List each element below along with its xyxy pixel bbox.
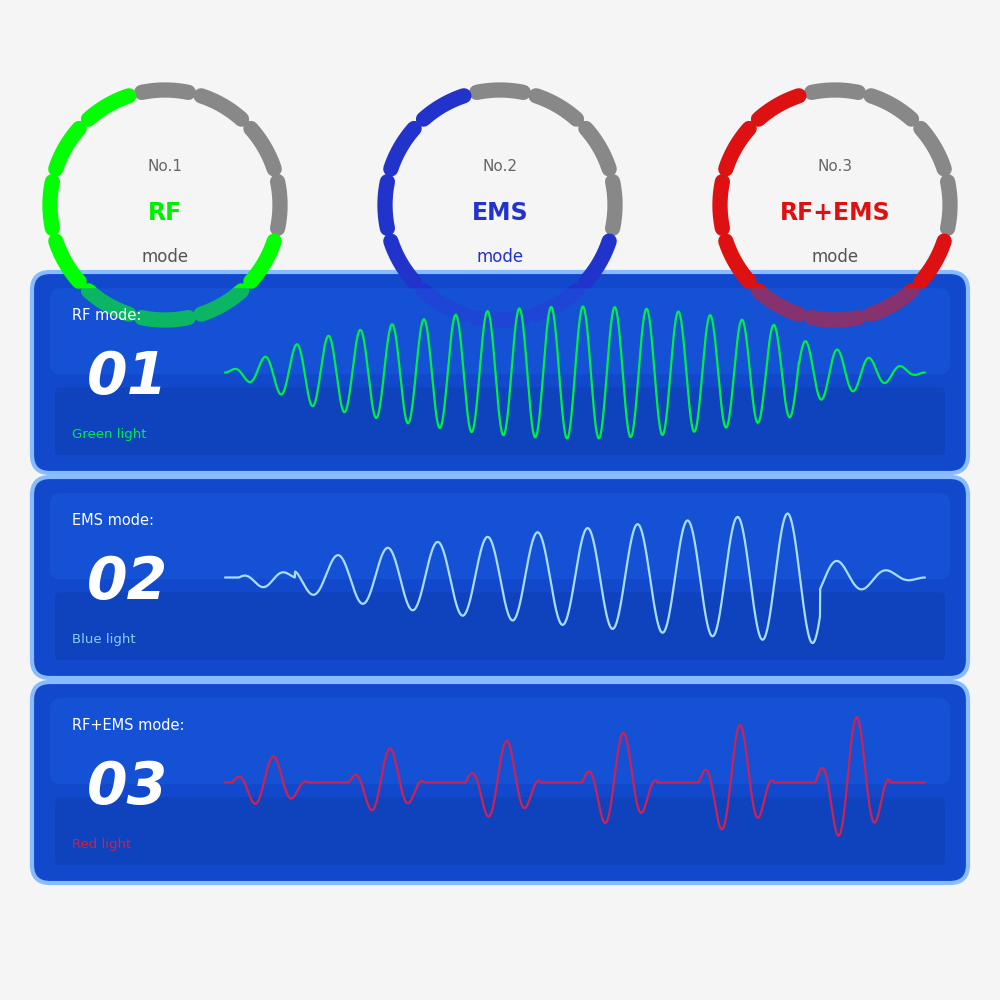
Text: No.3: No.3 — [817, 159, 853, 174]
FancyBboxPatch shape — [55, 387, 945, 455]
Text: Green light: Green light — [72, 428, 146, 441]
Text: No.2: No.2 — [482, 159, 518, 174]
Text: mode: mode — [476, 248, 524, 266]
Text: RF mode:: RF mode: — [72, 308, 141, 323]
Text: EMS: EMS — [472, 201, 528, 225]
Text: mode: mode — [811, 248, 859, 266]
FancyBboxPatch shape — [55, 797, 945, 865]
Text: Blue light: Blue light — [72, 633, 136, 646]
Text: No.1: No.1 — [148, 159, 182, 174]
Text: 01: 01 — [87, 349, 169, 406]
Text: RF: RF — [148, 201, 182, 225]
FancyBboxPatch shape — [55, 592, 945, 660]
FancyBboxPatch shape — [32, 272, 968, 473]
Text: 03: 03 — [87, 759, 169, 816]
FancyBboxPatch shape — [50, 698, 950, 784]
FancyBboxPatch shape — [32, 477, 968, 678]
Text: 02: 02 — [87, 554, 169, 611]
Text: mode: mode — [141, 248, 189, 266]
Text: RF+EMS mode:: RF+EMS mode: — [72, 718, 184, 733]
FancyBboxPatch shape — [50, 493, 950, 579]
FancyBboxPatch shape — [32, 682, 968, 883]
Text: Red light: Red light — [72, 838, 131, 851]
FancyBboxPatch shape — [50, 288, 950, 374]
Text: EMS mode:: EMS mode: — [72, 513, 154, 528]
Text: RF+EMS: RF+EMS — [780, 201, 890, 225]
